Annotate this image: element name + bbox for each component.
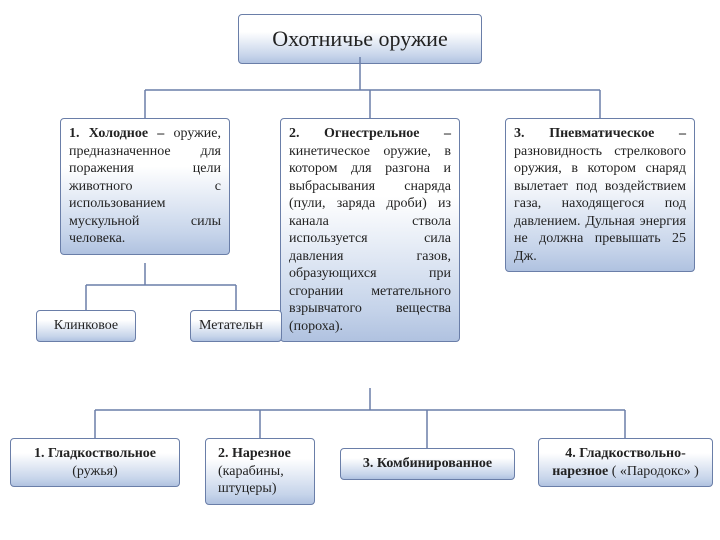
cold-a: Клинковое bbox=[54, 318, 118, 333]
cat2-head: 2. Огнестрельное – bbox=[289, 126, 451, 141]
fire-d-sub: ( «Пародокс» ) bbox=[612, 464, 699, 479]
cat1-head: 1. Холодное – bbox=[69, 126, 164, 141]
fire-sub-rifled: 2. Нарезное (карабины, штуцеры) bbox=[205, 438, 315, 505]
fire-a-head: 1. Гладкоствольное bbox=[34, 446, 156, 461]
fire-b-head: 2. Нарезное bbox=[218, 446, 291, 461]
fire-sub-paradox: 4. Гладкоствольно-нарезное ( «Пародокс» … bbox=[538, 438, 713, 487]
title-node: Охотничье оружие bbox=[238, 14, 482, 64]
category-firearm: 2. Огнестрельное – кинетическое оружие, … bbox=[280, 118, 460, 342]
fire-sub-smoothbore: 1. Гладкоствольное (ружья) bbox=[10, 438, 180, 487]
fire-c-head: 3. Комбинированное bbox=[363, 456, 492, 471]
fire-a-sub: (ружья) bbox=[72, 464, 117, 479]
title-text: Охотничье оружие bbox=[272, 26, 447, 51]
cat2-body: кинетическое оружие, в котором для разго… bbox=[289, 144, 451, 334]
fire-sub-combined: 3. Комбинированное bbox=[340, 448, 515, 480]
cold-sub-blade: Клинковое bbox=[36, 310, 136, 342]
cold-sub-throw: Метательн bbox=[190, 310, 282, 342]
cold-b: Метательн bbox=[199, 318, 263, 333]
category-cold: 1. Холодное – оружие, предназначенное дл… bbox=[60, 118, 230, 255]
cat3-body: разновидность стрелкового оружия, в кото… bbox=[514, 144, 686, 264]
fire-b-sub: (карабины, штуцеры) bbox=[218, 464, 284, 497]
cat3-head: 3. Пневматическое – bbox=[514, 126, 686, 141]
cat1-body: оружие, предназначенное для поражения це… bbox=[69, 126, 221, 246]
category-pneumatic: 3. Пневматическое – разновидность стрелк… bbox=[505, 118, 695, 272]
